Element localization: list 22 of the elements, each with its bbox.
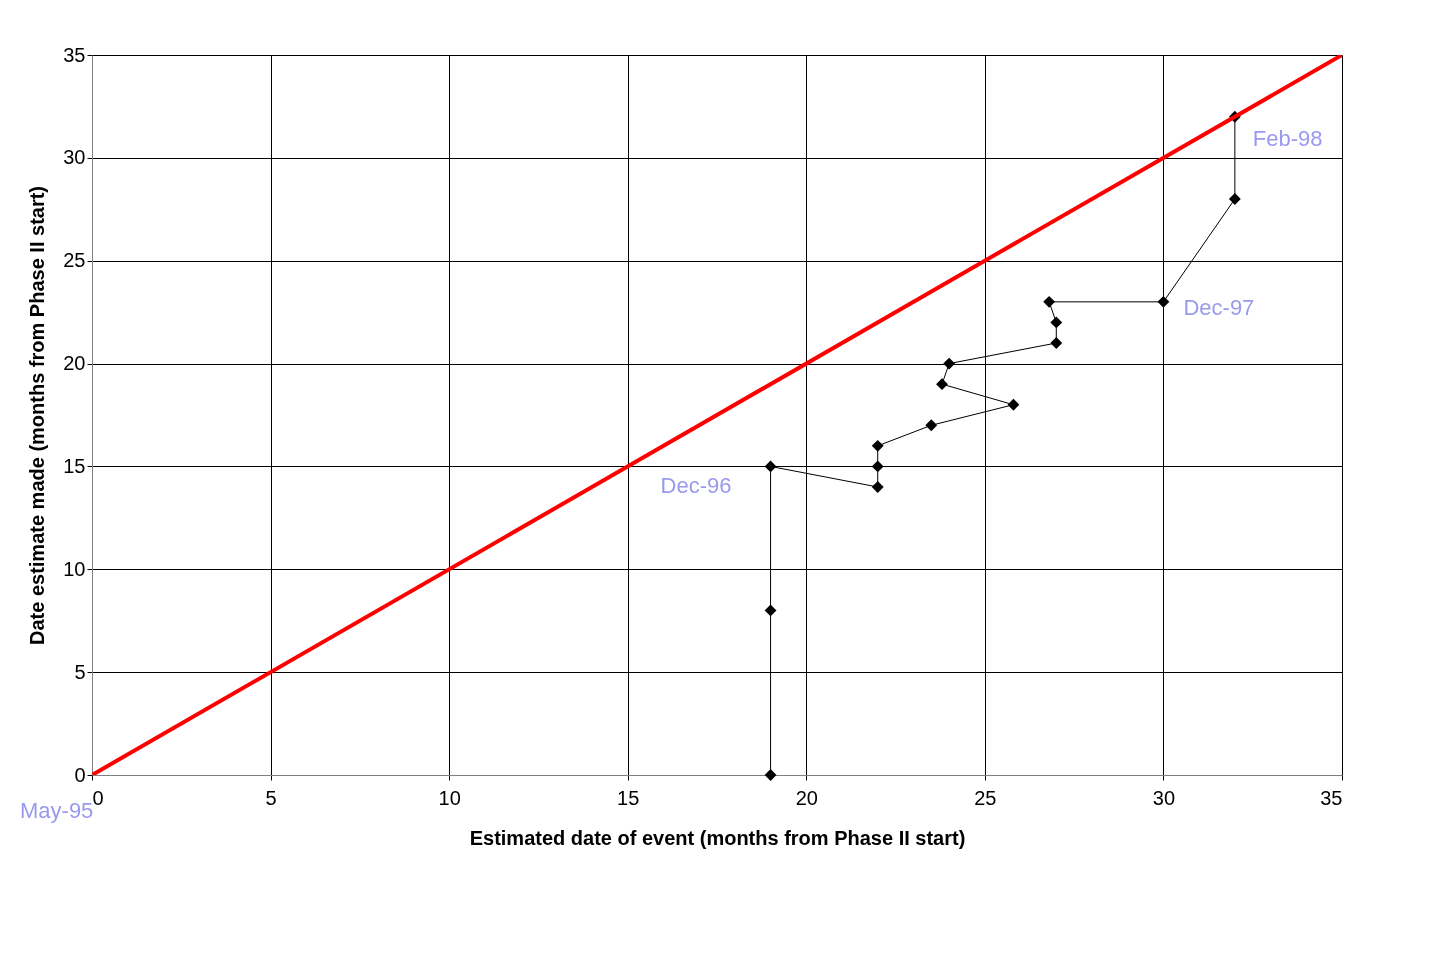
y-tick-label: 30	[63, 146, 86, 169]
y-tick-label: 25	[63, 249, 86, 272]
annotation: Dec-97	[1183, 294, 1255, 320]
x-tick-label: 30	[1152, 786, 1176, 809]
x-tick-label: 35	[1320, 786, 1343, 809]
y-tick-label: 10	[63, 557, 86, 580]
y-tick-label: 35	[63, 43, 86, 66]
y-axis-title: Date estimate made (months from Phase II start)	[26, 185, 49, 646]
y-tick-label: 15	[63, 454, 86, 477]
annotation: Dec-96	[660, 473, 732, 499]
annotation: May-95	[20, 798, 94, 823]
x-tick-label: 15	[617, 786, 640, 809]
x-axis-title: Estimated date of event (months from Phase II start)	[469, 826, 966, 849]
y-tick-label: 20	[63, 352, 86, 375]
y-tick-label: 0	[74, 763, 86, 786]
y-tick-label: 5	[74, 660, 86, 683]
x-tick-label: 25	[974, 786, 997, 809]
x-tick-label: 20	[795, 786, 818, 809]
annotation: Feb-98	[1252, 125, 1323, 151]
x-tick-label: 5	[265, 786, 277, 809]
x-tick-label: 0	[92, 786, 104, 809]
x-tick-label: 10	[438, 786, 461, 809]
